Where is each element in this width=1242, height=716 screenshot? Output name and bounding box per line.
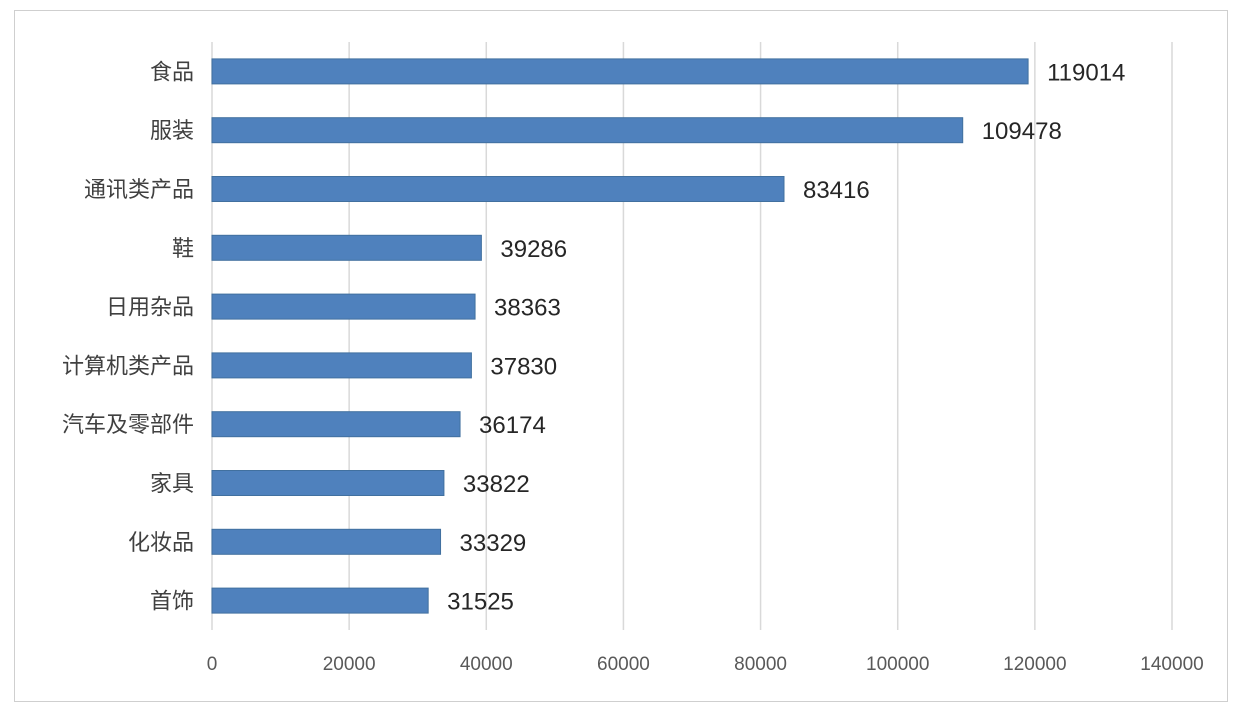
data-label: 38363 [494,295,561,322]
x-tick-label: 140000 [1140,654,1203,675]
category-label: 鞋 [172,237,194,262]
data-label: 39286 [500,236,567,263]
data-label: 119014 [1047,59,1125,86]
x-tick-label: 120000 [1003,654,1066,675]
x-tick-label: 0 [207,654,218,675]
data-label: 33822 [463,471,530,498]
bar [211,293,476,320]
category-label: 化妆品 [128,531,194,556]
bar [211,411,461,438]
bar [211,352,472,379]
x-axis-tick-labels: 0 20000 40000 60000 80000 100000 120000 140000 [207,654,1204,675]
data-label: 36174 [479,412,546,439]
bars [211,58,1029,614]
bar [211,176,785,202]
data-label: 37830 [490,353,557,380]
data-label: 33329 [460,530,527,557]
bar [211,528,442,555]
bar [211,58,1029,85]
category-label: 通讯类产品 [84,178,194,203]
x-tick-label: 80000 [734,654,787,675]
x-tick-label: 40000 [460,654,513,675]
data-labels: 119014 109478 83416 39286 38363 37830 36174 338… [447,59,1125,615]
data-label: 31525 [447,589,514,616]
category-label: 家具 [150,472,194,497]
bar [211,470,445,496]
category-label: 计算机类产品 [62,354,194,379]
data-label: 109478 [982,118,1062,145]
x-tick-label: 20000 [323,654,376,675]
category-label: 食品 [150,60,194,85]
x-tick-label: 60000 [597,654,650,675]
category-label: 首饰 [150,590,194,615]
bar [211,234,482,261]
category-label: 汽车及零部件 [62,413,194,438]
data-label: 83416 [803,177,870,204]
bar [211,117,964,144]
bar [211,587,429,614]
category-label: 服装 [150,119,194,144]
x-tick-label: 100000 [866,654,929,675]
category-label: 日用杂品 [106,296,194,321]
